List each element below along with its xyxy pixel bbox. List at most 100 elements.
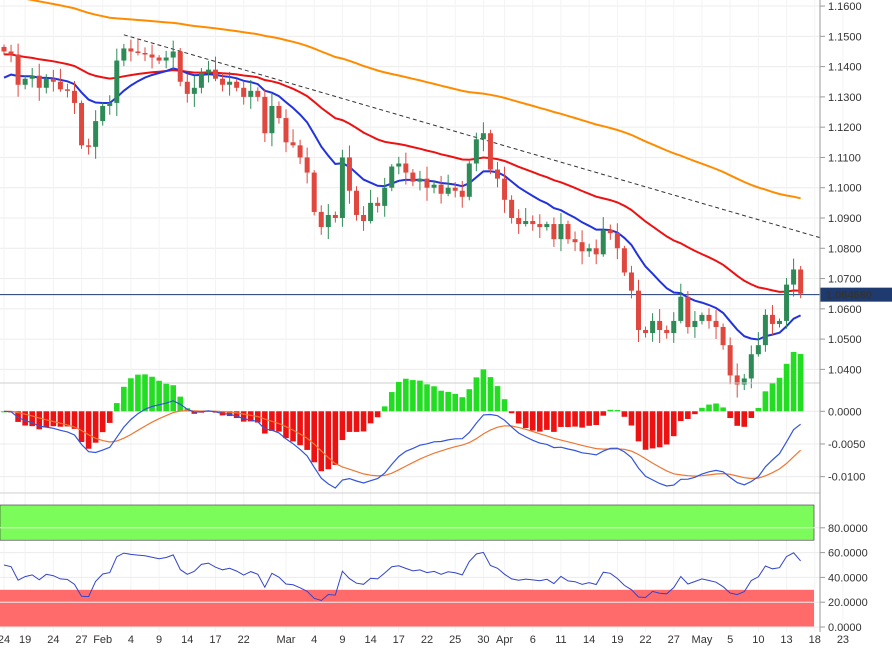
macd-histogram-bar: [99, 411, 106, 433]
macd-histogram-bar: [600, 411, 607, 416]
sma-200-line: [26, 0, 801, 200]
price-tick-label: 1.0400: [828, 364, 862, 376]
candle-body: [248, 90, 254, 97]
candle-body: [255, 90, 261, 97]
date-tick-label: 14: [364, 634, 376, 646]
candle-body: [466, 163, 472, 197]
candle-body: [734, 375, 740, 385]
price-tick-label: 1.1000: [828, 183, 862, 195]
macd-histogram-bar: [508, 411, 515, 414]
macd-histogram-bar: [628, 411, 635, 426]
trend-line: [123, 34, 821, 239]
candle-body: [798, 269, 804, 294]
macd-histogram-bar: [621, 411, 628, 417]
candle-body: [79, 102, 85, 146]
rsi-panel: 80.0000 60.0000 40.0000 20.0000 0.0000: [0, 504, 868, 634]
macd-histogram-bar: [431, 386, 437, 412]
candles: [1, 38, 804, 398]
macd-histogram-bar: [92, 411, 99, 443]
candle-body: [502, 178, 508, 200]
candle-body: [325, 214, 331, 228]
macd-histogram-bar: [240, 411, 247, 422]
candle-body: [15, 54, 21, 85]
candle-body: [149, 54, 155, 58]
date-tick-label: 30: [477, 634, 489, 646]
macd-histogram-bar: [381, 406, 388, 412]
macd-histogram-bar: [706, 404, 712, 412]
last-price-label: 1.064680: [826, 290, 872, 302]
candle-body: [777, 320, 782, 324]
macd-histogram-bar: [579, 411, 585, 428]
macd-histogram-bar: [522, 411, 529, 429]
candle-body: [318, 211, 324, 228]
candle-body: [755, 345, 761, 355]
macd-histogram-bar: [529, 411, 536, 431]
macd-histogram-bar: [466, 389, 473, 412]
candle-body: [304, 157, 310, 173]
rsi-tick-label: 20.0000: [828, 597, 868, 609]
macd-histogram-bar: [262, 411, 268, 434]
macd-histogram-bar: [558, 411, 564, 427]
candle-body: [234, 81, 240, 88]
candle-body: [762, 314, 768, 346]
candle-body: [516, 217, 522, 225]
date-tick-label: 4: [128, 634, 134, 646]
price-tick-label: 1.0600: [828, 304, 862, 316]
candle-body: [523, 221, 529, 225]
date-tick-label: 25: [449, 634, 461, 646]
rsi-oversold-zone: [0, 589, 814, 627]
candle-body: [8, 51, 14, 55]
macd-histogram-bar: [741, 411, 748, 427]
candle-body: [114, 60, 120, 103]
candle-body: [424, 178, 430, 188]
macd-histogram-bar: [325, 411, 332, 470]
candle-body: [375, 202, 381, 206]
rsi-line: [3, 551, 801, 602]
candle-body: [29, 75, 35, 79]
sma-100-line: [4, 53, 801, 293]
candle-body: [22, 78, 28, 85]
macd-histogram-bar: [233, 411, 240, 419]
candle-body: [241, 87, 247, 97]
macd-histogram-bar: [678, 411, 684, 422]
macd-histogram-bar: [790, 351, 797, 412]
date-tick-label: 17: [209, 634, 221, 646]
candle-body: [579, 242, 585, 252]
macd-histogram-bar: [374, 411, 381, 418]
price-tick-label: 1.1100: [828, 152, 861, 164]
candle-body: [269, 105, 275, 134]
candle-body: [332, 214, 338, 218]
candle-body: [213, 69, 218, 79]
macd-histogram-bar: [635, 411, 642, 442]
macd-histogram-bar: [572, 411, 578, 427]
macd-histogram-bar: [656, 411, 663, 448]
candle-body: [551, 224, 557, 240]
rsi-grid: [0, 527, 820, 628]
date-tick-label: 17: [393, 634, 405, 646]
candle-body: [276, 105, 282, 119]
macd-histogram-bar: [537, 411, 543, 432]
candle-body: [480, 133, 486, 140]
candle-body: [396, 163, 402, 167]
macd-tick-label: 0.0000: [828, 406, 862, 418]
date-tick-label: 14: [583, 634, 595, 646]
macd-histogram-bar: [685, 411, 691, 419]
date-tick-label: 22: [238, 634, 250, 646]
macd-histogram-bar: [135, 374, 141, 412]
candle-body: [36, 75, 42, 88]
macd-histogram-bar: [304, 411, 310, 450]
price-tick-label: 1.0800: [828, 243, 862, 255]
candle-body: [495, 169, 500, 179]
candle-body: [593, 248, 599, 255]
candle-body: [177, 51, 183, 82]
candle-body: [283, 118, 289, 143]
macd-histogram-bar: [473, 377, 480, 412]
candle-body: [354, 190, 359, 215]
date-tick-label: 5: [727, 634, 733, 646]
date-tick-label: 9: [156, 634, 162, 646]
macd-histogram-bar: [22, 411, 28, 426]
macd-histogram-bar: [692, 411, 698, 415]
candle-body: [438, 184, 444, 194]
date-tick-label: 22: [639, 634, 651, 646]
macd-histogram-bar: [247, 411, 254, 422]
